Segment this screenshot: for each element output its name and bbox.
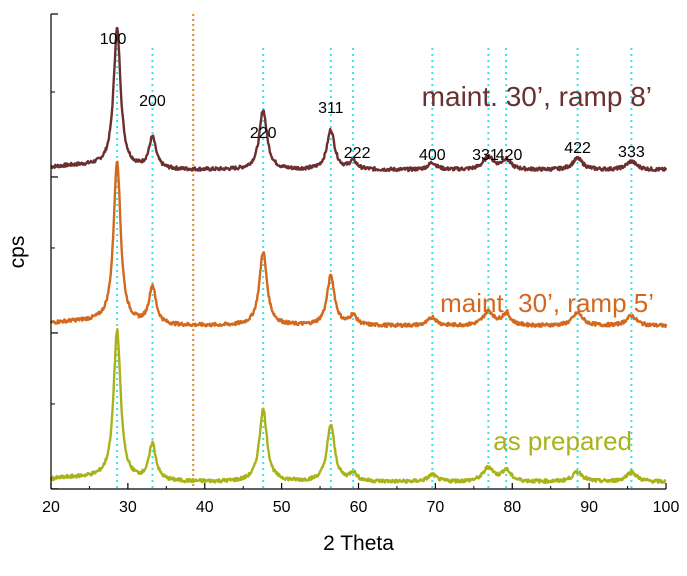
peak-label-220: 220: [250, 125, 277, 142]
peak-label-100: 100: [100, 31, 127, 48]
peak-label-200: 200: [139, 93, 166, 110]
peak-label-222: 222: [344, 145, 371, 162]
series-name-label-2: as prepared: [493, 426, 632, 456]
peak-label-420: 420: [496, 147, 523, 164]
peak-label-400: 400: [419, 147, 446, 164]
series-name-label-1: maint. 30’, ramp 5’: [440, 288, 654, 318]
y-axis-label: cps: [6, 236, 29, 269]
peak-label-422: 422: [564, 140, 591, 157]
x-tick-label-5: 70: [426, 499, 444, 516]
peak-label-311: 311: [318, 100, 344, 117]
peak-label-333: 333: [618, 144, 645, 161]
x-tick-label-8: 100: [653, 499, 680, 516]
x-tick-label-4: 60: [350, 499, 368, 516]
x-tick-label-0: 20: [42, 499, 60, 516]
series-line-2: [51, 329, 666, 483]
series-name-label-0: maint. 30’, ramp 8’: [422, 81, 652, 112]
x-tick-label-2: 40: [196, 499, 214, 516]
x-tick-label-1: 30: [119, 499, 137, 516]
x-axis-label: 2 Theta: [323, 532, 394, 555]
x-tick-label-3: 50: [273, 499, 291, 516]
x-tick-label-6: 80: [503, 499, 521, 516]
x-tick-label-7: 90: [580, 499, 598, 516]
